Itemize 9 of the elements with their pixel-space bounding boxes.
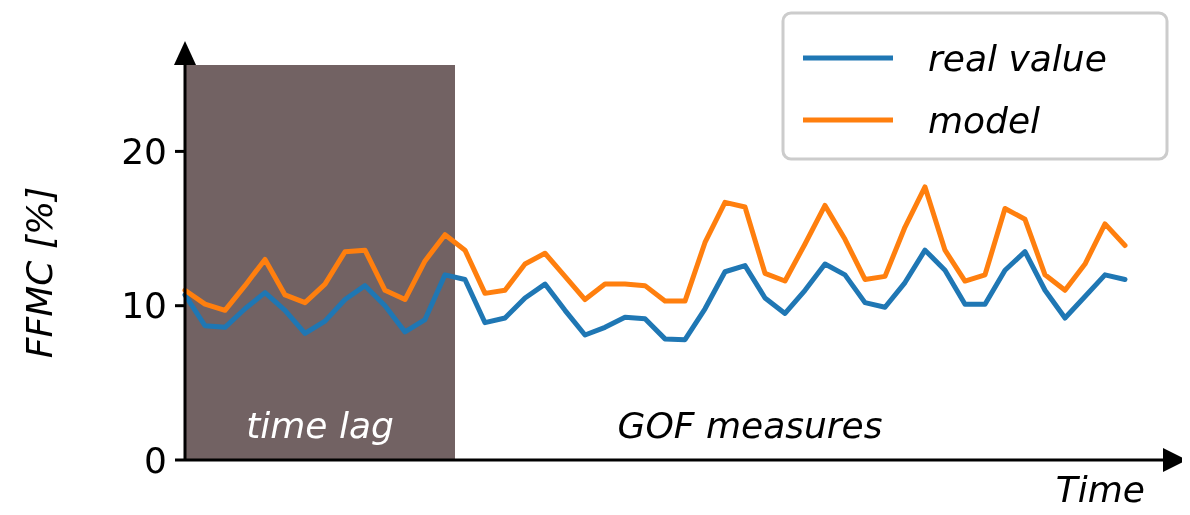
- x-axis-title: Time: [1055, 469, 1145, 510]
- y-tick-label: 0: [144, 439, 167, 481]
- legend-label: real value: [928, 37, 1107, 79]
- annotation: time lag: [246, 405, 394, 446]
- legend-label: model: [928, 99, 1041, 141]
- annotation: GOF measures: [617, 405, 883, 446]
- y-tick-label: 10: [121, 285, 167, 327]
- y-tick-label: 20: [121, 131, 167, 173]
- y-axis-title: FFMC [%]: [19, 186, 60, 359]
